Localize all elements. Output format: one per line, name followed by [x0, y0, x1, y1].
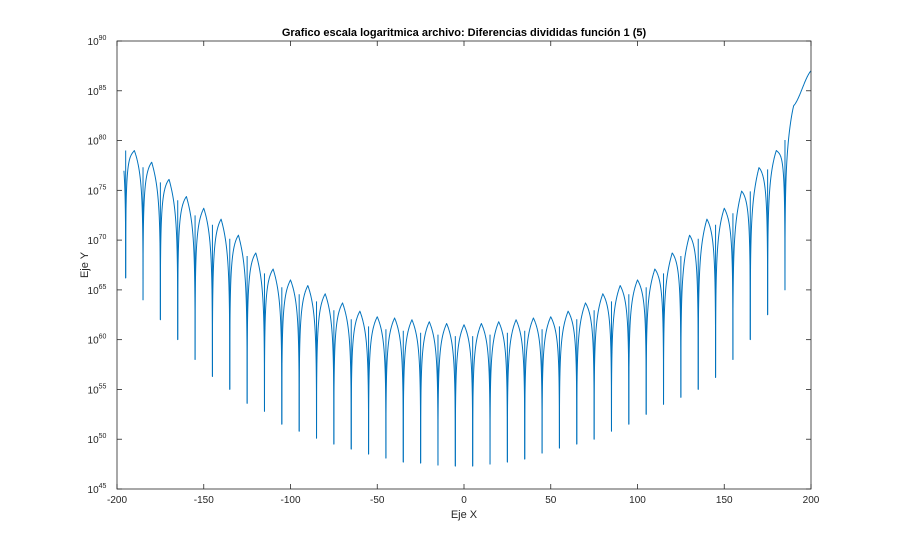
plot-background	[117, 41, 811, 489]
y-tick-label-base: 10	[88, 485, 100, 496]
y-tick-label: 1080	[88, 135, 107, 148]
y-tick-label-exponent: 75	[99, 184, 107, 191]
y-tick-label: 1075	[88, 184, 107, 197]
y-axis-label: Eje Y	[79, 251, 91, 278]
y-tick-label-base: 10	[88, 286, 100, 297]
x-tick-label: 0	[461, 495, 467, 506]
x-tick-label: 100	[629, 495, 646, 506]
x-axis-label: Eje X	[451, 509, 478, 521]
y-tick-label-exponent: 80	[99, 135, 107, 142]
series-line	[123, 70, 812, 467]
x-tick-label: -150	[194, 495, 214, 506]
series-layer	[123, 70, 812, 467]
y-tick-label: 1055	[88, 383, 107, 396]
x-tick-label: -50	[370, 495, 385, 506]
y-tick-label-exponent: 85	[99, 85, 107, 92]
y-tick-label: 1065	[88, 284, 107, 297]
y-tick-label-exponent: 65	[99, 284, 107, 291]
y-tick-label: 1070	[88, 234, 107, 247]
x-tick-label: -100	[280, 495, 300, 506]
y-tick-label-base: 10	[88, 236, 100, 247]
y-tick-label-exponent: 90	[99, 35, 107, 42]
x-tick-label: 200	[803, 495, 820, 506]
y-tick-label: 1060	[88, 334, 107, 347]
y-tick-label-base: 10	[88, 137, 100, 148]
x-tick-label: -200	[107, 495, 127, 506]
y-tick-label-base: 10	[88, 87, 100, 98]
y-tick-label-exponent: 55	[99, 383, 107, 390]
y-tick-label: 1090	[88, 35, 107, 48]
x-tick-label: 150	[716, 495, 733, 506]
y-tick-label: 1050	[88, 433, 107, 446]
y-tick-label-exponent: 70	[99, 234, 107, 241]
y-tick-label-base: 10	[88, 336, 100, 347]
x-tick-label: 50	[545, 495, 557, 506]
y-tick-label-base: 10	[88, 186, 100, 197]
x-axis-ticks: -200 -150 -100 -50 0 50 100 150 200	[107, 41, 820, 506]
y-tick-label-exponent: 60	[99, 334, 107, 341]
y-tick-label: 1045	[88, 483, 107, 496]
y-tick-label-base: 10	[88, 37, 100, 48]
chart-title: Grafico escala logaritmica archivo: Dife…	[282, 27, 647, 39]
y-tick-label: 1085	[88, 85, 107, 98]
y-tick-label-exponent: 50	[99, 433, 107, 440]
plot-area: -200 -150 -100 -50 0 50 100 150 200 104510501055…	[88, 35, 820, 506]
y-tick-label-base: 10	[88, 435, 100, 446]
y-tick-label-exponent: 45	[99, 483, 107, 490]
y-tick-label-base: 10	[88, 385, 100, 396]
